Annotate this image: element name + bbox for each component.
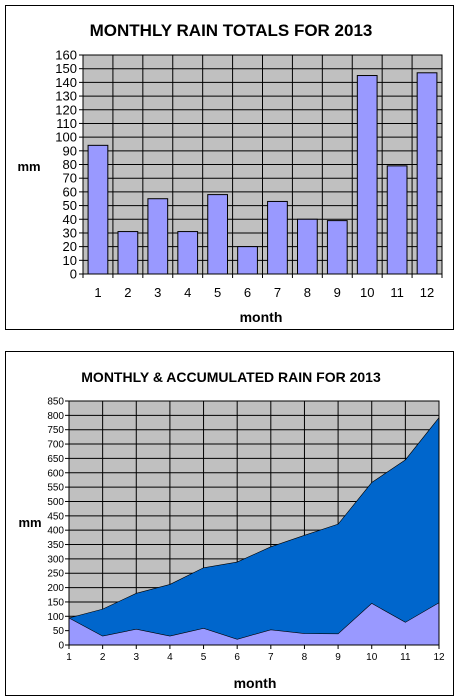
x-tick-label: 11: [400, 652, 411, 663]
bar: [267, 200, 288, 275]
bar: [237, 246, 258, 275]
x-tick-label: 7: [268, 652, 274, 663]
x-tick-label: 10: [360, 285, 374, 300]
y-tick-label: 100: [47, 612, 64, 623]
y-tick-label: 50: [63, 198, 77, 213]
plot-border: [82, 54, 443, 275]
x-tick-label: 6: [234, 652, 240, 663]
x-tick-label: 5: [214, 285, 221, 300]
y-tick-label: 90: [63, 143, 77, 158]
x-tick-label: 3: [154, 285, 161, 300]
x-axis-label: month: [234, 675, 277, 691]
bar: [326, 220, 348, 275]
y-tick-label: 130: [55, 89, 77, 104]
y-tick-label: 110: [56, 116, 77, 131]
bar: [177, 231, 199, 275]
monthly-area: [68, 602, 440, 646]
y-tick-label: 140: [55, 75, 77, 90]
y-tick-label: 250: [47, 569, 64, 580]
plot-border: [68, 400, 440, 646]
y-tick-label: 20: [63, 239, 77, 254]
y-tick-label: 150: [55, 61, 77, 76]
x-tick-label: 10: [366, 652, 378, 663]
x-tick-label: 7: [274, 285, 281, 300]
y-tick-label: 200: [47, 583, 64, 594]
y-tick-label: 500: [47, 497, 64, 508]
y-tick-label: 30: [63, 225, 77, 240]
y-tick-label: 160: [55, 48, 77, 63]
x-axis-label: month: [240, 309, 283, 325]
x-tick-label: 2: [100, 652, 106, 663]
plot-area: 0 50 100 150 200 250 300 350 400 450 500 550 600 650 7…: [47, 397, 445, 664]
x-tick-label: 2: [124, 285, 131, 300]
accumulated-rain-chart-panel: MONTHLY & ACCUMULATED RAIN FOR 2013 mm m…: [5, 351, 454, 696]
y-tick-label: 600: [47, 468, 64, 479]
y-tick-label: 800: [47, 411, 64, 422]
bar: [356, 75, 378, 275]
x-tick-label: 12: [420, 285, 434, 300]
chart-title: MONTHLY & ACCUMULATED RAIN FOR 2013: [81, 369, 381, 385]
bar: [297, 218, 318, 275]
x-tick-label: 9: [334, 285, 341, 300]
y-tick-label: 150: [47, 597, 64, 608]
y-tick-label: 350: [47, 540, 64, 551]
y-tick-label: 650: [47, 454, 64, 465]
y-tick-label: 750: [47, 425, 64, 436]
y-tick-label: 10: [63, 253, 77, 268]
x-tick-label: 4: [167, 652, 173, 663]
y-tick-label: 0: [58, 641, 64, 652]
monthly-rain-chart: MONTHLY RAIN TOTALS FOR 2013 mm month 01…: [17, 21, 443, 325]
x-tick-label: 5: [201, 652, 207, 663]
x-tick-label: 8: [302, 652, 308, 663]
x-tick-label: 6: [244, 285, 251, 300]
x-tick-label: 11: [390, 285, 404, 300]
y-tick-label: 550: [47, 483, 64, 494]
y-axis-label: mm: [18, 515, 41, 530]
y-tick-label: 450: [47, 511, 64, 522]
bar: [416, 72, 438, 275]
y-tick-label: 0: [70, 267, 77, 282]
bar: [117, 231, 139, 275]
bar: [147, 198, 169, 275]
y-tick-label: 60: [63, 184, 77, 199]
y-tick-label: 80: [63, 157, 77, 172]
y-tick-label: 700: [47, 440, 64, 451]
y-tick-label: 120: [55, 102, 77, 117]
y-tick-label: 50: [53, 626, 65, 637]
bar: [87, 144, 109, 275]
bar: [386, 165, 408, 275]
x-tick-label: 3: [133, 652, 139, 663]
x-tick-label: 12: [433, 652, 445, 663]
x-tick-label: 4: [184, 285, 191, 300]
y-tick-label: 40: [63, 212, 77, 227]
bar: [207, 194, 228, 275]
x-tick-label: 1: [66, 652, 72, 663]
x-tick-label: 8: [304, 285, 311, 300]
y-tick-label: 300: [47, 554, 64, 565]
accumulated-area: [68, 416, 440, 646]
y-tick-label: 100: [55, 130, 77, 145]
y-axis-label: mm: [17, 159, 40, 174]
y-tick-label: 850: [47, 397, 64, 408]
chart-title: MONTHLY RAIN TOTALS FOR 2013: [90, 21, 373, 40]
y-tick-label: 400: [47, 526, 64, 537]
accumulated-rain-chart: MONTHLY & ACCUMULATED RAIN FOR 2013 mm m…: [18, 369, 445, 691]
y-tick-label: 70: [63, 171, 77, 186]
plot-area: 0102030405060708090100110120130140150160…: [55, 48, 443, 300]
x-tick-label: 9: [335, 652, 341, 663]
x-tick-label: 1: [94, 285, 101, 300]
